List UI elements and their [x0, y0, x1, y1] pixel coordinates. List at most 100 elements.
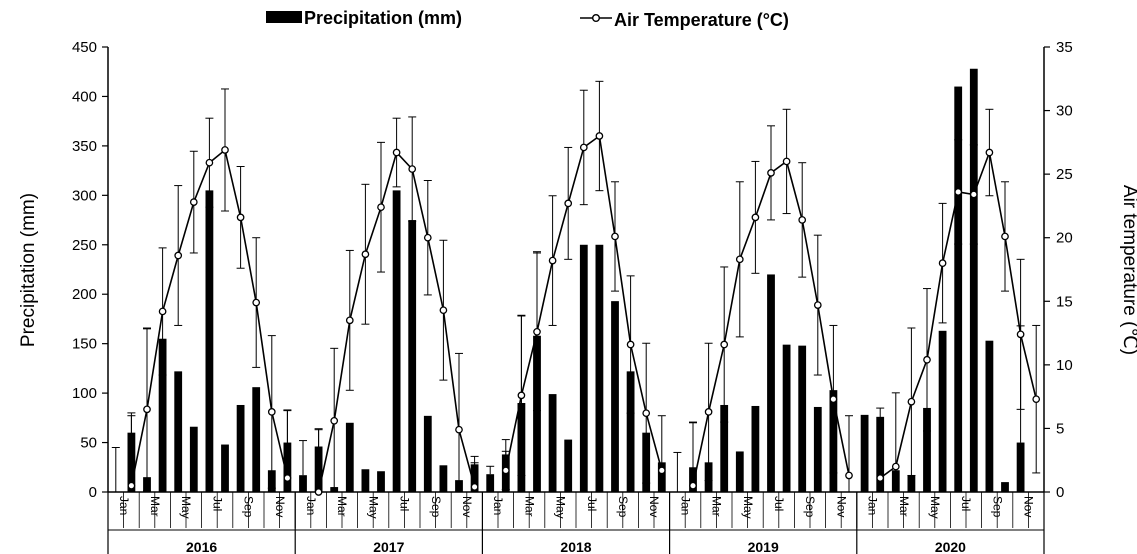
- temperature-point: [985, 148, 994, 157]
- left-tick-label: 100: [72, 385, 97, 402]
- temperature-point: [907, 397, 916, 406]
- precipitation-bar: [189, 426, 198, 492]
- temperature-point: [845, 471, 853, 480]
- right-axis-ticks: 0 5 10 15 20 25 30 35: [1044, 39, 1073, 501]
- year-label: 2017: [373, 539, 404, 554]
- precipitation-bar: [361, 469, 370, 492]
- left-tick-label: 200: [72, 286, 97, 303]
- temperature-point: [345, 316, 354, 325]
- temperature-point: [767, 169, 775, 177]
- precipitation-bar: [860, 414, 869, 492]
- precipitation-bars: [111, 68, 1025, 493]
- left-tick-label: 450: [72, 39, 97, 56]
- precipitation-bar: [158, 338, 167, 492]
- temperature-point: [829, 395, 838, 404]
- temperature-point: [611, 232, 619, 241]
- left-tick-label: 250: [72, 237, 97, 254]
- left-axis-ticks: 0 50 100 150 200 250 300 350 400 450: [72, 39, 108, 501]
- legend-precipitation-swatch: [266, 11, 302, 23]
- year-label: 2016: [186, 539, 217, 554]
- temperature-point: [798, 216, 807, 224]
- year-label: 2020: [935, 539, 966, 554]
- precipitation-bar: [174, 371, 183, 492]
- temperature-point: [938, 259, 947, 267]
- temperature-point: [236, 213, 245, 222]
- temperature-point: [377, 203, 385, 212]
- temperature-point: [782, 157, 791, 166]
- precipitation-bar: [767, 274, 775, 492]
- precipitation-bar: [377, 471, 385, 492]
- temperature-point: [891, 462, 900, 471]
- precipitation-bar: [548, 394, 557, 492]
- temperature-point: [813, 301, 822, 309]
- temperature-point: [517, 391, 526, 400]
- temperature-point: [252, 298, 261, 307]
- precipitation-bar: [579, 244, 588, 492]
- temperature-point: [189, 198, 198, 206]
- left-tick-label: 50: [80, 435, 97, 452]
- temperature-point: [564, 199, 573, 208]
- temperature-point: [548, 256, 557, 265]
- precipitation-bar: [626, 371, 635, 492]
- precipitation-bar: [564, 439, 573, 492]
- precipitation-bar: [486, 474, 495, 492]
- temperature-point: [533, 327, 541, 336]
- precipitation-bar: [985, 340, 994, 492]
- precipitation-bar: [1016, 442, 1025, 492]
- precipitation-bar: [345, 422, 354, 492]
- legend-temperature-label: Air Temperature (°C): [614, 10, 789, 30]
- right-tick-label: 35: [1056, 39, 1073, 56]
- precipitation-bar: [533, 335, 541, 492]
- precipitation-bar: [611, 301, 619, 492]
- temperature-point: [969, 190, 978, 199]
- temperature-point: [1001, 232, 1009, 241]
- precipitation-bar: [969, 68, 978, 492]
- right-tick-label: 5: [1056, 420, 1064, 437]
- precipitation-bar: [954, 86, 963, 493]
- temperature-point: [1016, 330, 1025, 339]
- temperature-point: [283, 474, 292, 482]
- precipitation-bar: [299, 475, 307, 492]
- precipitation-bar: [236, 404, 245, 492]
- axes: [107, 47, 1045, 493]
- precipitation-bar: [595, 244, 604, 492]
- year-label: 2019: [748, 539, 779, 554]
- right-tick-label: 25: [1056, 166, 1073, 183]
- left-tick-label: 300: [72, 187, 97, 204]
- precipitation-bar: [938, 330, 947, 492]
- left-tick-label: 350: [72, 138, 97, 155]
- year-label: 2018: [560, 539, 591, 554]
- precipitation-bar: [439, 465, 448, 492]
- temperature-point: [470, 483, 479, 491]
- right-tick-label: 0: [1056, 484, 1064, 501]
- temperature-point: [720, 340, 729, 349]
- temperature-point: [876, 474, 885, 482]
- right-tick-label: 30: [1056, 103, 1073, 120]
- temperature-point: [657, 466, 666, 475]
- temperature-point: [143, 405, 151, 414]
- temperature-point: [626, 340, 635, 349]
- temperature-point: [221, 146, 229, 154]
- precipitation-bar: [408, 220, 417, 493]
- temperature-point: [392, 148, 401, 157]
- temperature-point: [501, 466, 510, 475]
- temperature-point: [267, 408, 276, 416]
- precipitation-bar: [221, 444, 229, 492]
- precipitation-bar: [392, 190, 401, 492]
- temperature-point: [455, 425, 463, 434]
- precipitation-bar: [751, 405, 760, 492]
- right-axis-title: Air temperature (℃): [1119, 185, 1137, 355]
- temperature-point: [1032, 395, 1041, 404]
- precipitation-bar: [923, 407, 931, 492]
- temperature-point: [579, 143, 588, 152]
- precipitation-bar: [798, 345, 807, 492]
- precipitation-bar: [735, 451, 744, 492]
- precipitation-bar: [813, 406, 822, 492]
- legend: Precipitation (mm) Air Temperature (°C): [266, 8, 789, 30]
- precipitation-bar: [782, 344, 791, 492]
- right-tick-label: 15: [1056, 293, 1073, 310]
- temperature-point: [595, 132, 604, 140]
- temperature-point: [314, 488, 323, 496]
